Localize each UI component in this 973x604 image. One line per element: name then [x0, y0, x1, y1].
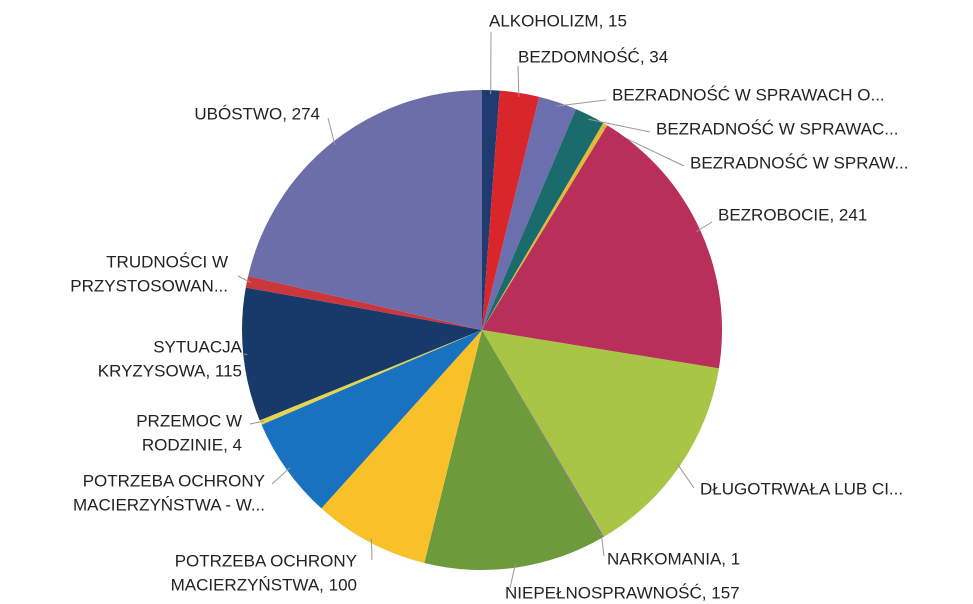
- data-label: RODZINIE, 4: [142, 435, 242, 454]
- pie-slice: [482, 330, 604, 538]
- data-label: DŁUGOTRWAŁA LUB CI...: [700, 479, 903, 498]
- pie-slice: [241, 287, 482, 421]
- data-label: TRUDNOŚCI W: [106, 252, 228, 271]
- data-label: BEZRADNOŚĆ W SPRAWAC...: [656, 119, 898, 138]
- pie-slice: [248, 90, 482, 330]
- pie-slice: [482, 90, 540, 330]
- data-label: BEZDOMNOŚĆ, 34: [518, 47, 668, 66]
- pie-slice: [261, 330, 482, 509]
- pie-slice: [482, 122, 608, 330]
- leader-line: [517, 65, 520, 97]
- leader-line: [249, 420, 265, 425]
- leader-line: [237, 275, 252, 284]
- data-label: MACIERZYŃSTWA - W...: [73, 495, 265, 514]
- leader-line: [243, 353, 248, 356]
- data-label: ALKOHOLIZM, 15: [489, 11, 627, 30]
- data-label: KRYZYSOWA, 115: [98, 361, 242, 380]
- pie-slice: [482, 125, 723, 369]
- data-label: PRZYSTOSOWAN...: [70, 276, 228, 295]
- leader-line: [509, 563, 516, 589]
- data-label: NIEPEŁNOSPRAWNOŚĆ, 157: [505, 583, 740, 602]
- data-label: UBÓSTWO, 274: [194, 104, 320, 123]
- leader-line: [696, 221, 713, 232]
- pie-slice: [482, 90, 500, 330]
- data-label: NARKOMANIA, 1: [607, 549, 740, 568]
- pie-slice: [482, 330, 719, 537]
- data-label: PRZEMOC W: [136, 411, 242, 430]
- leader-line: [676, 462, 695, 489]
- pie-slice: [245, 276, 482, 330]
- data-label: POTRZEBA OCHRONY: [83, 471, 265, 490]
- data-label: POTRZEBA OCHRONY: [175, 551, 357, 570]
- pie-slice: [482, 109, 604, 330]
- pie-slice: [259, 330, 482, 425]
- data-label: SYTUACJA: [153, 337, 242, 356]
- data-label: BEZRADNOŚĆ W SPRAW...: [690, 153, 909, 172]
- data-label: MACIERZYŃSTWA, 100: [171, 575, 357, 594]
- pie-slice: [321, 330, 482, 563]
- pie-slice: [424, 330, 603, 571]
- leader-line: [370, 538, 373, 561]
- leader-line: [327, 117, 336, 146]
- pie-slice: [482, 96, 576, 331]
- leader-line: [587, 118, 651, 133]
- leader-line: [271, 467, 291, 485]
- data-label: BEZROBOCIE, 241: [718, 205, 867, 224]
- leader-line: [556, 99, 607, 107]
- data-label: BEZRADNOŚĆ W SPRAWACH O...: [612, 85, 885, 104]
